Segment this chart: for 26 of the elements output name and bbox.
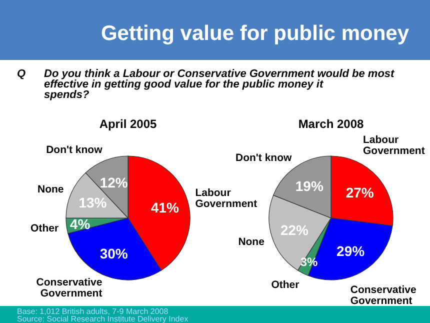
data-label: 27% <box>346 184 374 201</box>
data-label: 41% <box>150 199 180 216</box>
text: Q <box>17 68 26 80</box>
slice-label: Conservative Government <box>350 284 417 308</box>
slice-label: Conservative Government <box>36 276 103 300</box>
chart-title: March 2008 <box>298 117 364 131</box>
text: Base: 1,012 British adults, 7-9 March 2008 <box>17 307 169 316</box>
slice-label: None <box>238 236 265 248</box>
data-label: 19% <box>295 178 324 194</box>
slice-label: Other <box>30 222 59 234</box>
slice-label: Labour Government <box>195 186 258 210</box>
data-label: 22% <box>280 222 309 238</box>
slice-label: None <box>38 184 64 196</box>
slice-label: Don't know <box>46 144 104 156</box>
text: Do you think a Labour or Conservative Government would be most effective in getting good value for the public money it spends? <box>44 68 396 101</box>
chart-title: April 2005 <box>99 117 157 131</box>
data-label: 30% <box>100 246 128 262</box>
source-note: Source: Social Research Institute Delivery Index <box>17 314 188 323</box>
data-label: 4% <box>70 216 91 232</box>
data-label: 29% <box>336 243 366 260</box>
data-label: 12% <box>100 174 128 190</box>
slice-label: Don't know <box>236 152 292 164</box>
slice-label: Other <box>271 278 300 291</box>
text: Getting value for public money <box>100 22 410 45</box>
data-label: 13% <box>78 194 108 211</box>
slice-label: Labour Government <box>363 134 426 157</box>
